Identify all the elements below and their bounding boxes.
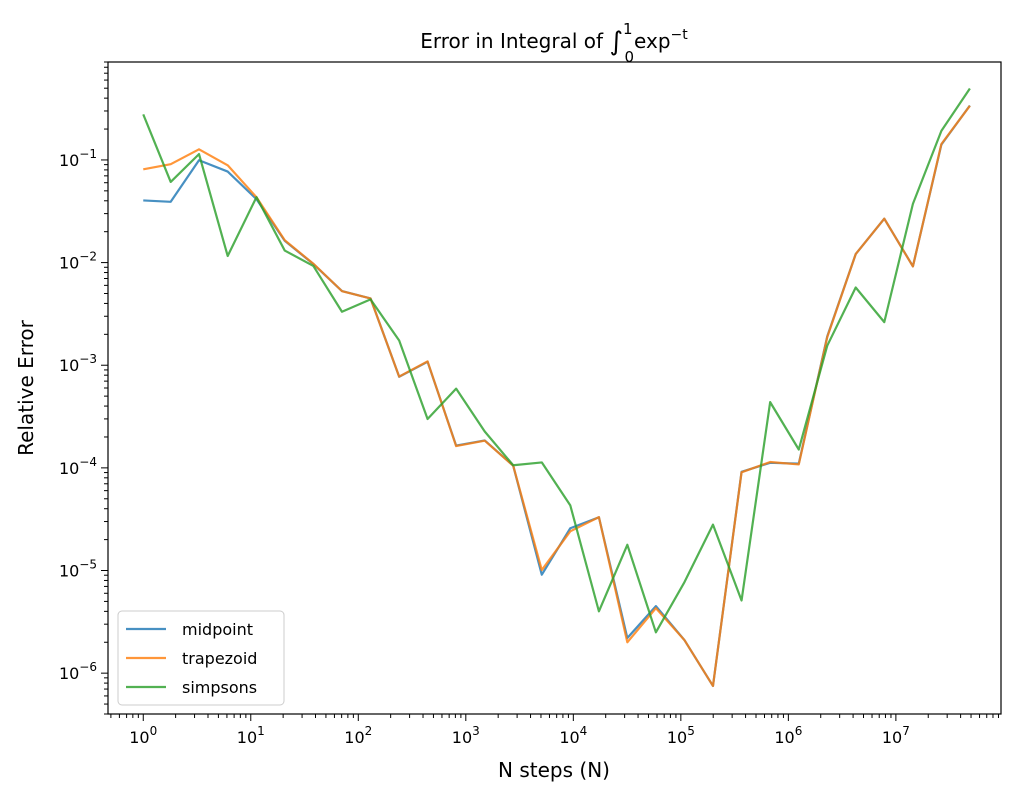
y-axis-label: Relative Error: [14, 319, 38, 456]
title-lower-limit: 0: [624, 48, 634, 66]
y-tick-label: 10−6: [59, 660, 97, 683]
chart-title: Error in Integral of ∫1 0exp−t: [420, 20, 688, 66]
legend: midpoint trapezoid simpsons: [117, 610, 285, 706]
y-tick-label: 10−5: [59, 558, 97, 581]
series-line-trapezoid: [143, 105, 971, 688]
y-axis-ticks: 10−1 10−2 10−3 10−4 10−5 10−6: [59, 61, 108, 715]
title-exponent: −t: [671, 27, 689, 43]
y-tick-label: 10−2: [59, 250, 97, 273]
x-tick-label: 102: [344, 724, 372, 747]
x-tick-label: 107: [882, 724, 910, 747]
x-tick-label: 104: [559, 724, 587, 747]
legend-label-simpsons: simpsons: [182, 678, 257, 697]
legend-label-trapezoid: trapezoid: [182, 649, 257, 668]
x-tick-label: 103: [452, 724, 480, 747]
y-tick-label: 10−1: [59, 147, 97, 170]
title-integral-sign: ∫: [609, 27, 623, 57]
series-line-simpsons: [142, 87, 971, 634]
x-axis-ticks: 100 101 102 103 104 105 106 107: [110, 714, 999, 747]
x-tick-label: 100: [129, 724, 157, 747]
x-tick-label: 106: [774, 724, 802, 747]
legend-label-midpoint: midpoint: [182, 620, 253, 639]
x-tick-label: 101: [237, 724, 265, 747]
plot-area: 100 101 102 103 104 105 106 107 10−110−210−310−…: [59, 61, 1002, 747]
x-tick-label: 105: [667, 724, 695, 747]
title-upper-limit: 1: [623, 20, 633, 38]
title-function: exp: [634, 29, 670, 53]
legend-box: [117, 610, 285, 706]
title-prefix: Error in Integral of: [420, 29, 609, 53]
y-tick-label: 10−3: [59, 352, 97, 375]
x-axis-label: N steps (N): [498, 758, 610, 782]
series-layer: [142, 87, 971, 688]
y-tick-label: 10−4: [59, 455, 97, 478]
